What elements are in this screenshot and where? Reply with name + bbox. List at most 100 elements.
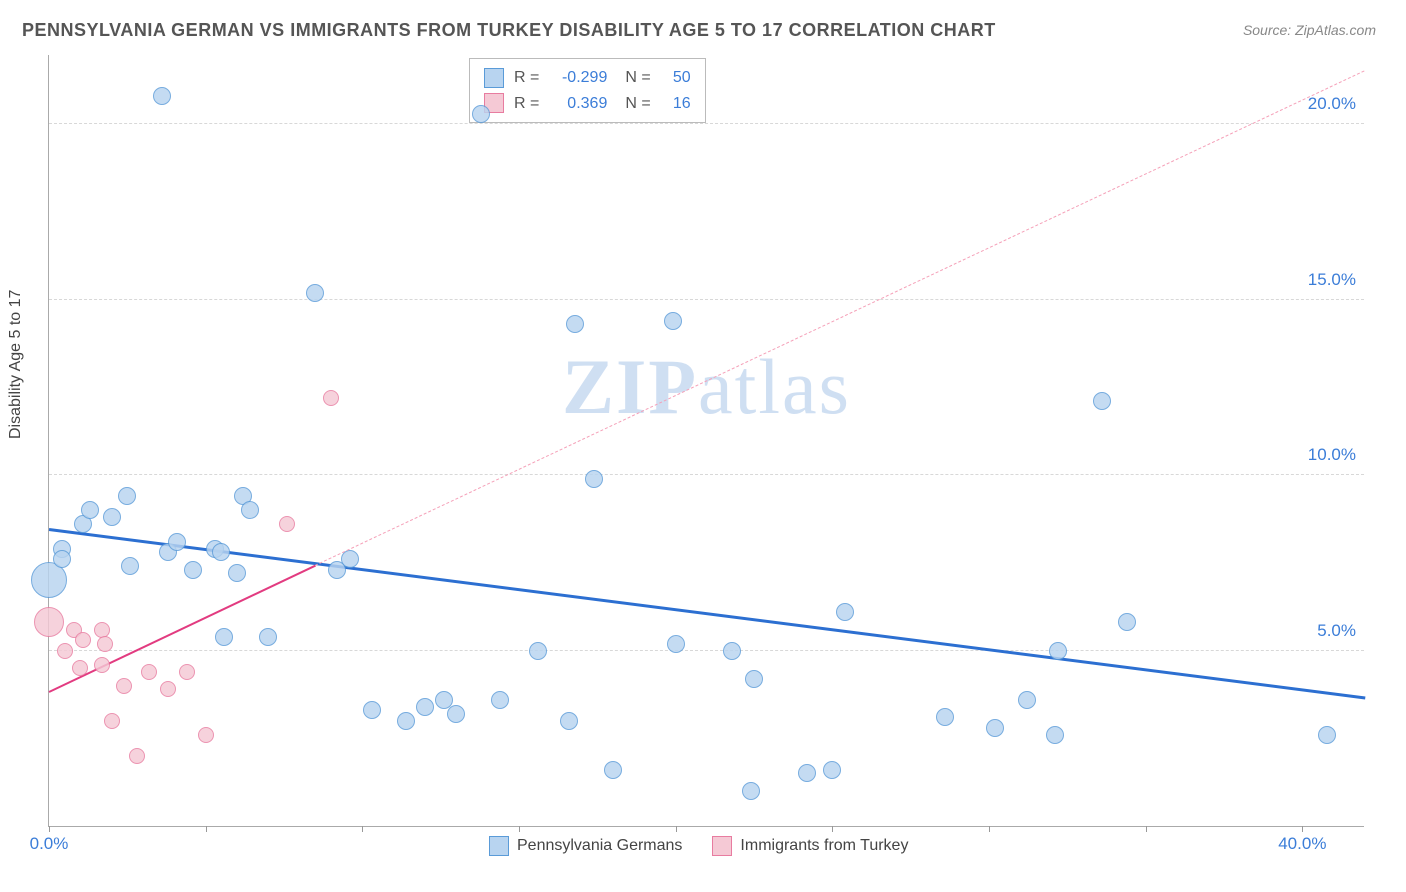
data-point [179, 664, 195, 680]
data-point [585, 470, 603, 488]
stat-r-label: R = [514, 65, 539, 91]
data-point [472, 105, 490, 123]
data-point [118, 487, 136, 505]
y-tick-label: 20.0% [1308, 94, 1356, 114]
gridline [49, 474, 1364, 475]
data-point [836, 603, 854, 621]
data-point [198, 727, 214, 743]
legend-item: Pennsylvania Germans [489, 836, 682, 856]
chart-title: PENNSYLVANIA GERMAN VS IMMIGRANTS FROM T… [22, 20, 996, 41]
x-minor-tick [519, 826, 520, 832]
data-point [604, 761, 622, 779]
data-point [75, 632, 91, 648]
data-point [1046, 726, 1064, 744]
data-point [1318, 726, 1336, 744]
data-point [279, 516, 295, 532]
scatter-chart: ZIPatlas R =-0.299N =50R =0.369N =16 Pen… [48, 55, 1364, 827]
data-point [184, 561, 202, 579]
data-point [104, 713, 120, 729]
data-point [160, 681, 176, 697]
data-point [53, 550, 71, 568]
stats-row: R = -0.299 N = 50 [484, 65, 691, 91]
data-point [121, 557, 139, 575]
data-point [560, 712, 578, 730]
data-point [259, 628, 277, 646]
category-legend: Pennsylvania Germans Immigrants from Turk… [489, 836, 908, 856]
gridline [49, 299, 1364, 300]
data-point [363, 701, 381, 719]
data-point [397, 712, 415, 730]
data-point [306, 284, 324, 302]
x-tick [989, 826, 990, 832]
data-point [323, 390, 339, 406]
stat-n-value: 50 [661, 65, 691, 91]
data-point [1049, 642, 1067, 660]
data-point [97, 636, 113, 652]
y-tick-label: 10.0% [1308, 445, 1356, 465]
data-point [241, 501, 259, 519]
stats-legend: R = -0.299 N = 50R = 0.369 N = 16 [469, 58, 706, 123]
x-tick [49, 826, 50, 832]
gridline [49, 123, 1364, 124]
data-point [212, 543, 230, 561]
stats-row: R =0.369N =16 [484, 91, 691, 117]
data-point [823, 761, 841, 779]
x-tick-label: 0.0% [30, 834, 69, 854]
x-tick-label: 40.0% [1278, 834, 1326, 854]
stat-r-value: 0.369 [549, 91, 607, 117]
data-point [745, 670, 763, 688]
data-point [57, 643, 73, 659]
data-point [529, 642, 547, 660]
trend-line [49, 528, 1365, 699]
data-point [667, 635, 685, 653]
data-point [168, 533, 186, 551]
legend-item: Immigrants from Turkey [712, 836, 908, 856]
data-point [81, 501, 99, 519]
data-point [723, 642, 741, 660]
stat-n-label: N = [625, 65, 650, 91]
data-point [798, 764, 816, 782]
data-point [141, 664, 157, 680]
x-tick [676, 826, 677, 832]
data-point [94, 657, 110, 673]
stat-r-value: -0.299 [549, 65, 607, 91]
data-point [566, 315, 584, 333]
watermark: ZIPatlas [562, 342, 851, 432]
data-point [1118, 613, 1136, 631]
y-tick-label: 15.0% [1308, 270, 1356, 290]
data-point [491, 691, 509, 709]
x-tick [1302, 826, 1303, 832]
legend-swatch [712, 836, 732, 856]
legend-label: Pennsylvania Germans [517, 837, 682, 855]
legend-swatch [484, 68, 504, 88]
data-point [1018, 691, 1036, 709]
data-point [129, 748, 145, 764]
data-point [936, 708, 954, 726]
x-minor-tick [1146, 826, 1147, 832]
legend-swatch [489, 836, 509, 856]
stat-n-label: N = [625, 91, 650, 117]
data-point [664, 312, 682, 330]
data-point [986, 719, 1004, 737]
data-point [215, 628, 233, 646]
x-minor-tick [206, 826, 207, 832]
data-point [72, 660, 88, 676]
y-tick-label: 5.0% [1317, 621, 1356, 641]
legend-label: Immigrants from Turkey [740, 837, 908, 855]
data-point [1093, 392, 1111, 410]
y-axis-title: Disability Age 5 to 17 [7, 290, 25, 439]
data-point [228, 564, 246, 582]
trend-line [315, 71, 1365, 567]
data-point [103, 508, 121, 526]
data-point [116, 678, 132, 694]
data-point [416, 698, 434, 716]
source-label: Source: ZipAtlas.com [1243, 22, 1376, 38]
stat-n-value: 16 [661, 91, 691, 117]
data-point [341, 550, 359, 568]
gridline [49, 650, 1364, 651]
x-tick [362, 826, 363, 832]
data-point [153, 87, 171, 105]
x-minor-tick [832, 826, 833, 832]
data-point [34, 607, 64, 637]
data-point [742, 782, 760, 800]
